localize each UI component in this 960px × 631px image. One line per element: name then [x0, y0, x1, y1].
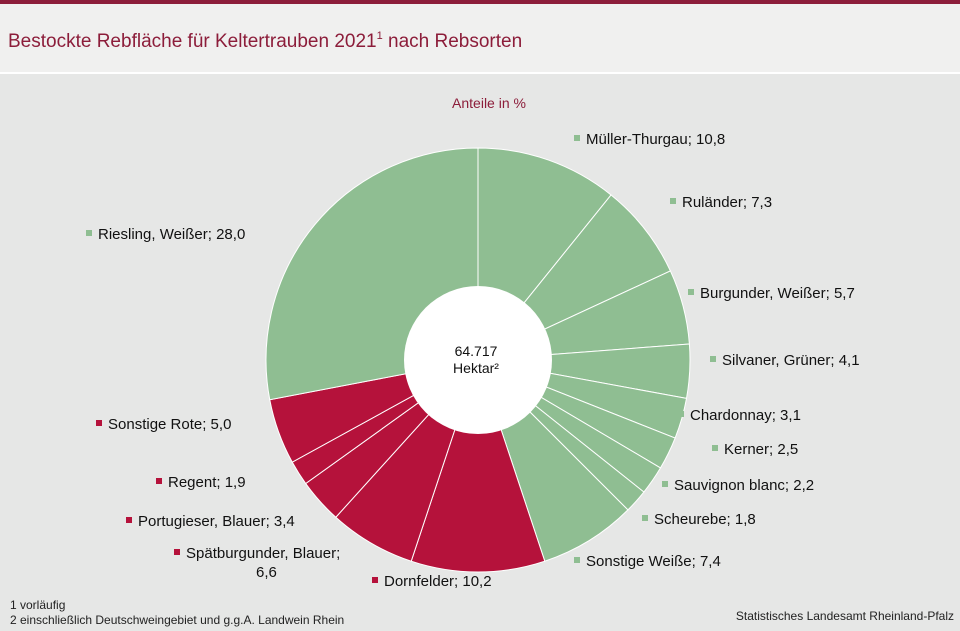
- slice-label: Sonstige Weiße; 7,4: [574, 553, 721, 570]
- chart-subtitle: Anteile in %: [452, 95, 526, 111]
- slice-label: Spätburgunder, Blauer; 6,6: [174, 545, 340, 581]
- center-value: 64.717: [455, 343, 498, 359]
- slice-label-text: Müller-Thurgau; 10,8: [586, 131, 725, 148]
- slice-label-text: Portugieser, Blauer; 3,4: [138, 513, 295, 530]
- legend-marker: [574, 557, 580, 563]
- slice-label: Kerner; 2,5: [712, 441, 798, 458]
- slice-label: Ruländer; 7,3: [670, 194, 772, 211]
- slice-label-text: Regent; 1,9: [168, 474, 246, 491]
- slice-label: Scheurebe; 1,8: [642, 511, 756, 528]
- slice-label-text: Sauvignon blanc; 2,2: [674, 477, 814, 494]
- slice-label-text: Riesling, Weißer; 28,0: [98, 226, 245, 243]
- legend-marker: [86, 230, 92, 236]
- slice-label-text: Burgunder, Weißer; 5,7: [700, 285, 855, 302]
- top-rule: [0, 0, 960, 4]
- legend-marker: [174, 549, 180, 555]
- slice-dornfelder: [410, 358, 546, 573]
- legend-marker: [126, 517, 132, 523]
- slice-label-text: Sonstige Rote; 5,0: [108, 416, 231, 433]
- legend-marker: [642, 515, 648, 521]
- slice-label-text: Scheurebe; 1,8: [654, 511, 756, 528]
- legend-marker: [372, 577, 378, 583]
- slice-label-text: Chardonnay; 3,1: [690, 407, 801, 424]
- header: Bestockte Rebfläche für Keltertrauben 20…: [0, 4, 960, 72]
- legend-marker: [662, 481, 668, 487]
- slice-label: Sauvignon blanc; 2,2: [662, 477, 814, 494]
- legend-marker: [712, 445, 718, 451]
- legend-marker: [670, 198, 676, 204]
- slice-label-text: Kerner; 2,5: [724, 441, 798, 458]
- slice-label: Chardonnay; 3,1: [678, 407, 801, 424]
- footnote-1: 1 vorläufig: [10, 598, 66, 612]
- legend-marker: [96, 420, 102, 426]
- legend-marker: [688, 289, 694, 295]
- donut-hole: [404, 286, 552, 434]
- slice-label: Müller-Thurgau; 10,8: [574, 131, 725, 148]
- legend-marker: [156, 478, 162, 484]
- slice-label: Dornfelder; 10,2: [372, 573, 492, 590]
- legend-marker: [678, 411, 684, 417]
- panel-divider: [0, 72, 960, 74]
- center-unit: Hektar²: [453, 360, 499, 376]
- slice-label: Riesling, Weißer; 28,0: [86, 226, 245, 243]
- slice-label-text: Sonstige Weiße; 7,4: [586, 553, 721, 570]
- legend-marker: [574, 135, 580, 141]
- slice-label: Silvaner, Grüner; 4,1: [710, 352, 860, 369]
- slice-label: Regent; 1,9: [156, 474, 246, 491]
- footnote-2: 2 einschließlich Deutschweingebiet und g…: [10, 613, 345, 627]
- slice-label-text: Silvaner, Grüner; 4,1: [722, 352, 860, 369]
- slice-label: Sonstige Rote; 5,0: [96, 416, 231, 433]
- slice-label-text: Spätburgunder, Blauer;: [186, 545, 340, 562]
- legend-marker: [710, 356, 716, 362]
- page-title: Bestockte Rebfläche für Keltertrauben 20…: [8, 30, 523, 52]
- slice-label-text: Ruländer; 7,3: [682, 194, 772, 211]
- slice-label-text: Dornfelder; 10,2: [384, 573, 492, 590]
- slice-label: Burgunder, Weißer; 5,7: [688, 285, 855, 302]
- slice-label: Portugieser, Blauer; 3,4: [126, 513, 295, 530]
- source-note: Statistisches Landesamt Rheinland-Pfalz: [735, 609, 954, 623]
- slice-label-text: 6,6: [256, 564, 277, 581]
